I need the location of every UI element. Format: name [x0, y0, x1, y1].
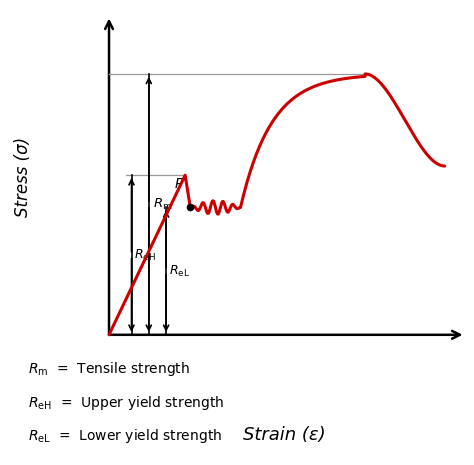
Text: $R_\mathrm{eL}$  =  Lower yield strength: $R_\mathrm{eL}$ = Lower yield strength	[28, 427, 223, 445]
Text: $R_\mathrm{m}$: $R_\mathrm{m}$	[153, 197, 172, 212]
Text: P: P	[174, 177, 182, 191]
Text: $R_\mathrm{m}$  =  Tensile strength: $R_\mathrm{m}$ = Tensile strength	[28, 360, 191, 379]
Text: $R_\mathrm{eL}$: $R_\mathrm{eL}$	[169, 264, 190, 279]
Text: Strain (ε): Strain (ε)	[243, 426, 326, 444]
Text: $R_\mathrm{eH}$: $R_\mathrm{eH}$	[134, 247, 156, 263]
Text: $R_\mathrm{eH}$  =  Upper yield strength: $R_\mathrm{eH}$ = Upper yield strength	[28, 394, 225, 412]
Text: Stress (σ): Stress (σ)	[14, 137, 32, 217]
